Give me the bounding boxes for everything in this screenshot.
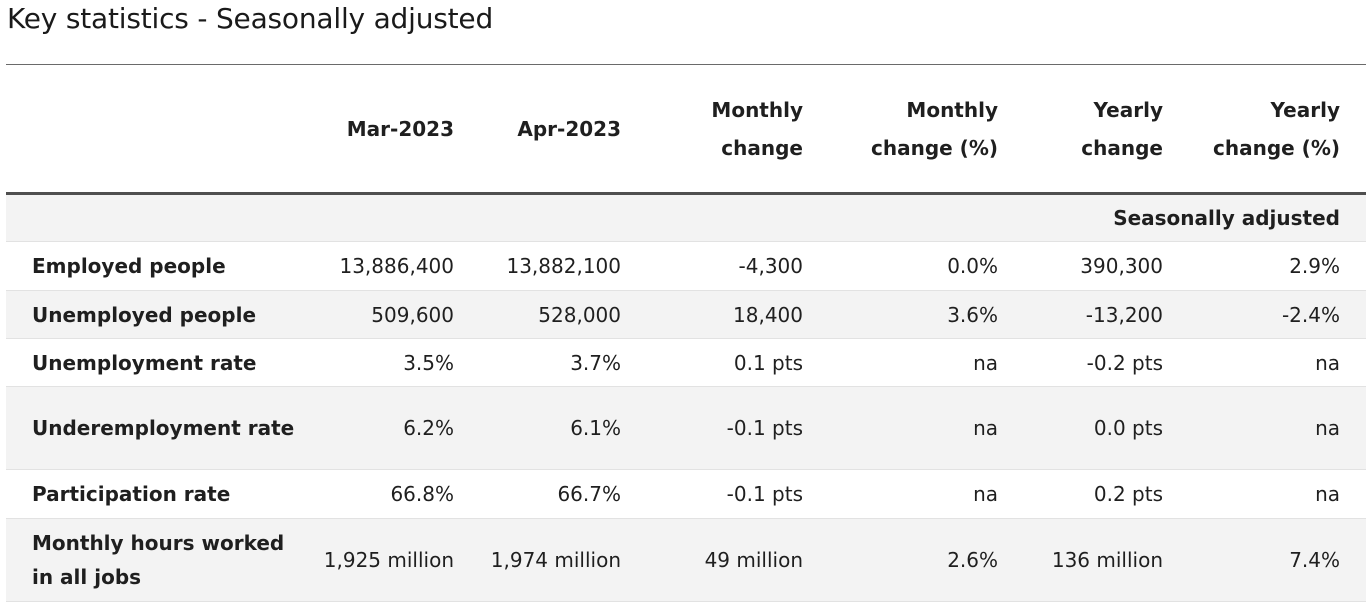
table-cell: 13,886,400 xyxy=(306,241,480,291)
key-statistics-table: Mar-2023 Apr-2023 Monthly change Monthly… xyxy=(6,64,1366,602)
table-cell: 66.7% xyxy=(480,469,647,519)
table-cell: 2.9% xyxy=(1189,241,1366,291)
table-row: Participation rate 66.8% 66.7% -0.1 pts … xyxy=(6,469,1366,519)
table-cell: 509,600 xyxy=(306,290,480,339)
row-label: Unemployment rate xyxy=(6,338,306,387)
table-cell: 0.2 pts xyxy=(1024,469,1189,519)
column-header-yearly-change-pct: Yearly change (%) xyxy=(1189,64,1366,195)
table-cell: 390,300 xyxy=(1024,241,1189,291)
row-label: Participation rate xyxy=(6,469,306,519)
table-cell: 7.4% xyxy=(1189,518,1366,602)
table-cell: 18,400 xyxy=(647,290,829,339)
table-cell: 3.6% xyxy=(829,290,1024,339)
column-header-mar-2023: Mar-2023 xyxy=(306,64,480,195)
table-cell: na xyxy=(829,386,1024,470)
row-label: Unemployed people xyxy=(6,290,306,339)
table-cell: na xyxy=(1189,469,1366,519)
table-cell: 0.0 pts xyxy=(1024,386,1189,470)
column-header-apr-2023: Apr-2023 xyxy=(480,64,647,195)
table-cell: -13,200 xyxy=(1024,290,1189,339)
table-cell: -0.1 pts xyxy=(647,386,829,470)
section-row: Seasonally adjusted xyxy=(6,193,1366,242)
table-cell: -4,300 xyxy=(647,241,829,291)
row-label: Monthly hours worked in all jobs xyxy=(6,518,306,602)
table-cell: 0.0% xyxy=(829,241,1024,291)
table-row: Monthly hours worked in all jobs 1,925 m… xyxy=(6,518,1366,602)
header-row: Mar-2023 Apr-2023 Monthly change Monthly… xyxy=(6,64,1366,195)
table-cell: 3.7% xyxy=(480,338,647,387)
table-cell: 2.6% xyxy=(829,518,1024,602)
section-label: Seasonally adjusted xyxy=(6,193,1366,242)
table-row: Unemployed people 509,600 528,000 18,400… xyxy=(6,290,1366,339)
table-cell: na xyxy=(1189,338,1366,387)
table-cell: 49 million xyxy=(647,518,829,602)
page-title: Key statistics - Seasonally adjusted xyxy=(7,2,494,35)
table-cell: 66.8% xyxy=(306,469,480,519)
row-label: Underemployment rate xyxy=(6,386,306,470)
table-cell: 0.1 pts xyxy=(647,338,829,387)
table-row: Underemployment rate 6.2% 6.1% -0.1 pts … xyxy=(6,386,1366,470)
table-cell: 1,974 million xyxy=(480,518,647,602)
table-cell: na xyxy=(1189,386,1366,470)
column-header-yearly-change: Yearly change xyxy=(1024,64,1189,195)
table-cell: -0.1 pts xyxy=(647,469,829,519)
column-header-monthly-change: Monthly change xyxy=(647,64,829,195)
table-cell: 3.5% xyxy=(306,338,480,387)
table-cell: 6.2% xyxy=(306,386,480,470)
column-header-label xyxy=(6,64,306,195)
column-header-monthly-change-pct: Monthly change (%) xyxy=(829,64,1024,195)
table-cell: 13,882,100 xyxy=(480,241,647,291)
table-cell: -0.2 pts xyxy=(1024,338,1189,387)
table-row: Employed people 13,886,400 13,882,100 -4… xyxy=(6,241,1366,291)
row-label: Employed people xyxy=(6,241,306,291)
table-cell: 528,000 xyxy=(480,290,647,339)
table-cell: 1,925 million xyxy=(306,518,480,602)
table-cell: 6.1% xyxy=(480,386,647,470)
table-cell: 136 million xyxy=(1024,518,1189,602)
table-cell: na xyxy=(829,338,1024,387)
table-cell: -2.4% xyxy=(1189,290,1366,339)
table-cell: na xyxy=(829,469,1024,519)
table-row: Unemployment rate 3.5% 3.7% 0.1 pts na -… xyxy=(6,338,1366,387)
